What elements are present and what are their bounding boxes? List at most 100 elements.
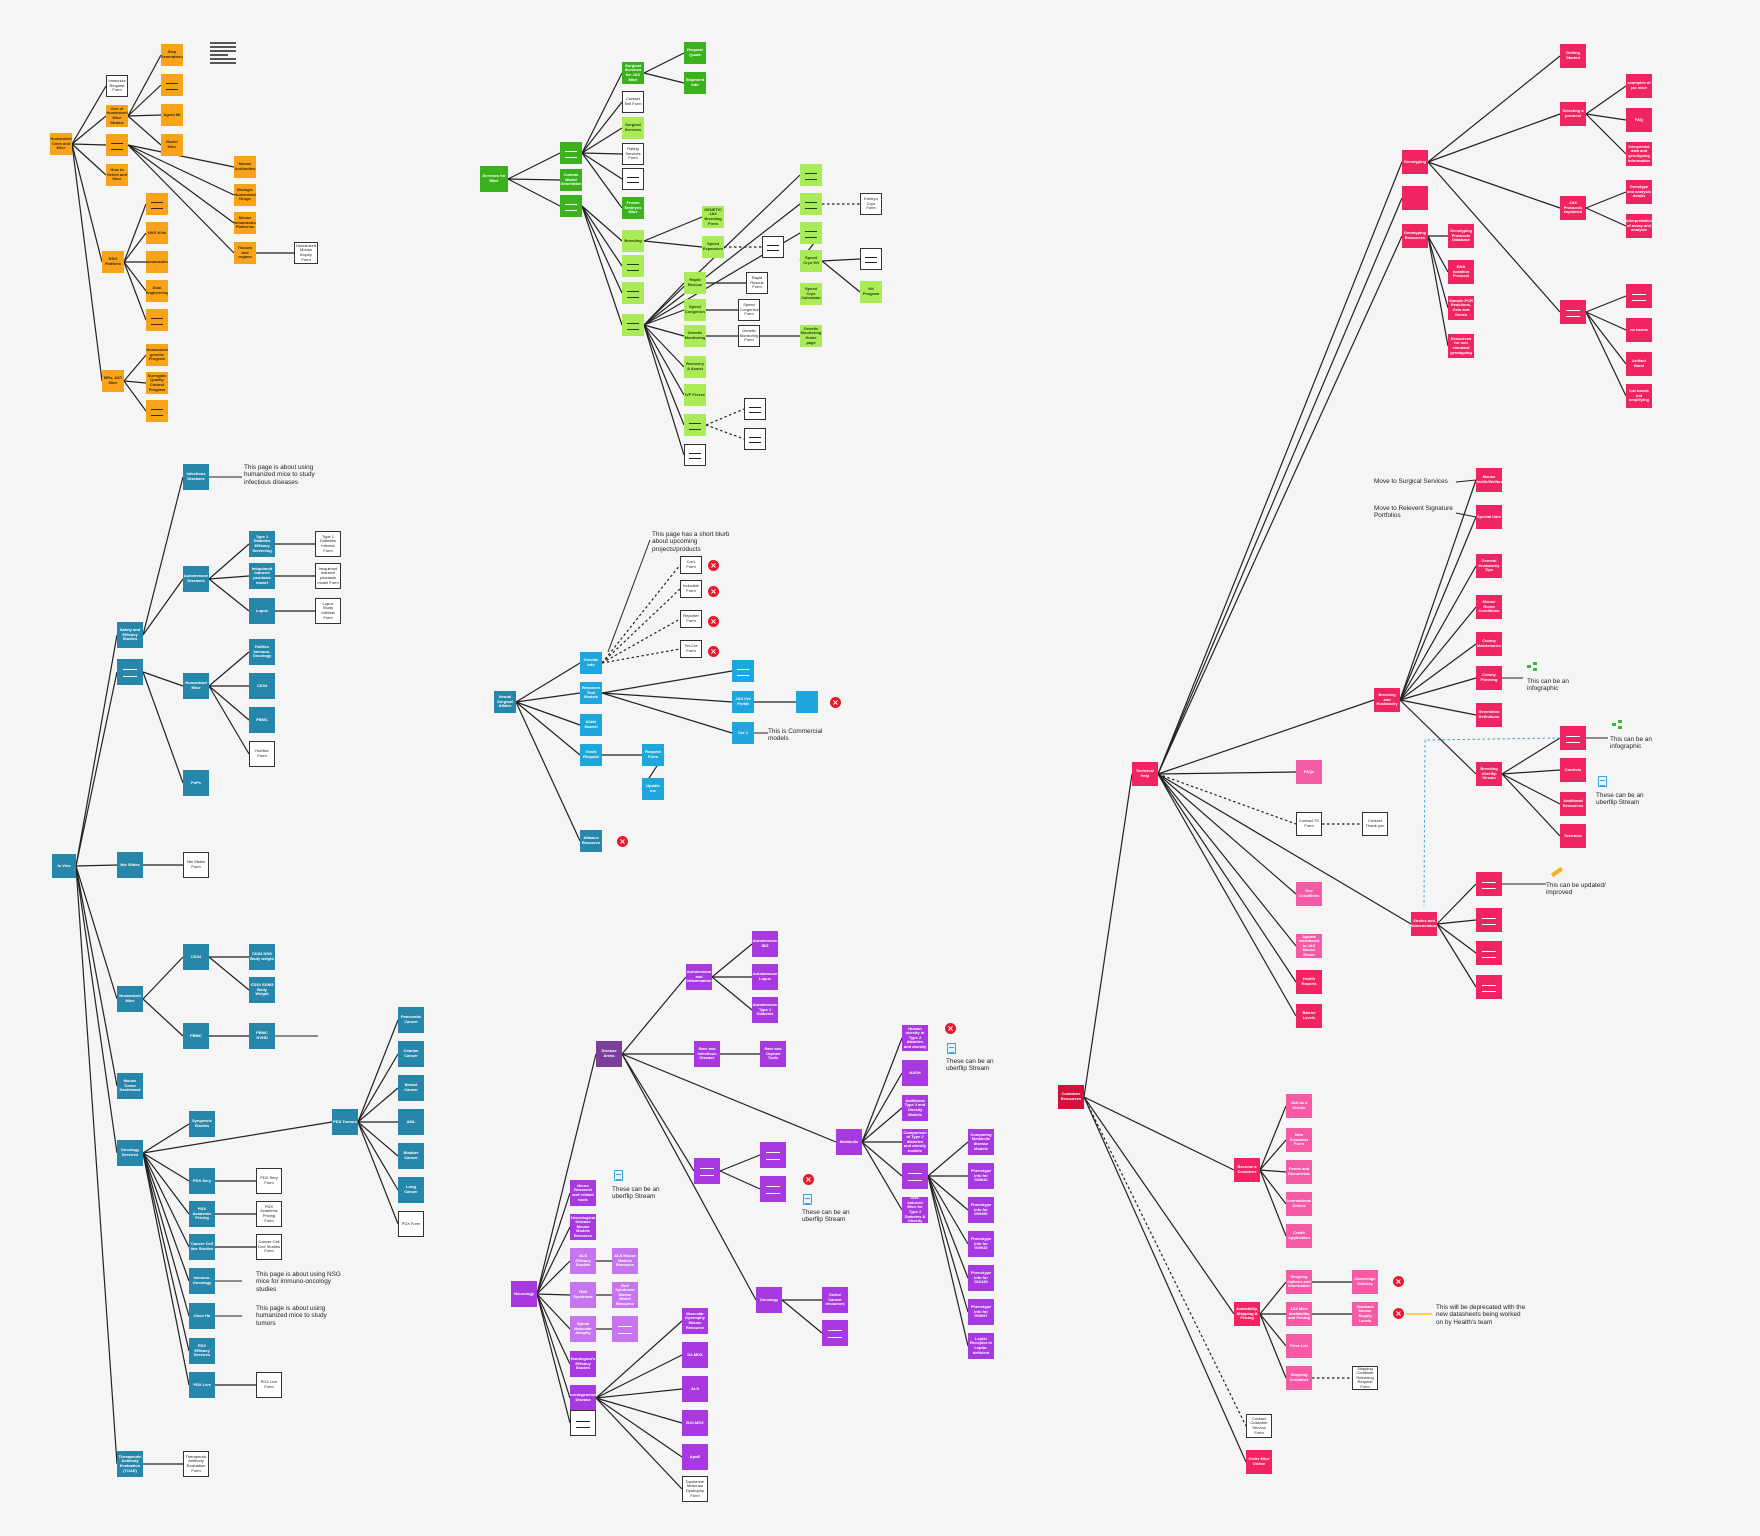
node-lpink-forms[interactable]: Forms and Documents [1286, 1160, 1312, 1184]
node-orange-ntm[interactable]: Mouse Humanization Platforms [234, 212, 256, 234]
node-teal-autoimmune[interactable]: Autoimmune Diseases [183, 566, 209, 592]
node-green-kit[interactable]: Kit Program [860, 281, 882, 303]
node-teal-humanized[interactable]: Humanized Mice [183, 673, 209, 699]
node-pink-qc-bands[interactable]: no bands [1626, 318, 1652, 342]
node-green-l11[interactable] [684, 444, 706, 466]
node-orange-o2[interactable] [161, 74, 183, 96]
node-teal-syngeneic[interactable]: Syngeneic Studies [189, 1111, 215, 1137]
node-orange-mrs-lab[interactable]: MRs, AST Mice [102, 370, 124, 392]
node-teal-oncology[interactable]: Oncology Services [117, 1140, 143, 1166]
node-teal-cd34[interactable]: CD34 [183, 944, 209, 970]
node-lpink-standard-supply[interactable]: Standard Mouse Supply Levels [1352, 1302, 1378, 1326]
node-pink-colony-planning[interactable]: Colony Planning [1476, 666, 1502, 690]
node-orange-humanized-mice[interactable]: Humanization [146, 251, 168, 273]
node-green-ship[interactable]: Shipment Info [684, 72, 706, 94]
node-pink-genotyping-resources[interactable]: Genotyping Resources [1402, 224, 1428, 248]
node-teal-imiquimod[interactable]: Imiquimod induced psoriasis model [249, 563, 275, 589]
node-orange-nsg-kills[interactable]: NSG Kills [146, 222, 168, 244]
node-orange-biologic[interactable]: Biologic Humanized Drugs [234, 184, 256, 206]
node-orange-surrogate[interactable]: Surrogate Quality Control Program [146, 372, 168, 394]
node-green-ivf[interactable]: IVF Freeze [684, 384, 706, 406]
node-purple-leptin[interactable]: Leptin Receptor in Leptin-deficient [968, 1333, 994, 1359]
node-purple-sma[interactable]: Spinal Muscular Atrophy [570, 1316, 596, 1342]
node-teal-pdx-efficacy[interactable]: PDX Efficacy Services [189, 1338, 215, 1364]
node-purple-nash[interactable]: NASH [902, 1060, 928, 1086]
node-green-cryo[interactable]: Frozen Embryos Mice [622, 197, 644, 219]
node-pink-interpretation[interactable]: Interpretation of assay and analysis [1626, 214, 1652, 238]
node-purple-autoimmune[interactable]: Autoimmune and Inflammation [686, 964, 712, 990]
node-purple-neuro-ad[interactable]: Neuro Research and related tools [570, 1180, 596, 1206]
node-purple-duchenne[interactable]: Duchenne Muscular Dystrophy Form [682, 1476, 708, 1502]
node-teal-therapeutic[interactable]: Therapeutic Antibody Evaluation (TOAE) [117, 1451, 143, 1477]
node-lpink-international[interactable]: International Orders [1286, 1192, 1312, 1216]
node-purple-rare[interactable]: Rare and Infectious Disease [694, 1041, 720, 1067]
node-green-l4[interactable] [622, 314, 644, 336]
node-pink-s1[interactable] [1476, 872, 1502, 896]
node-cyan-grant[interactable]: Grant Request [580, 744, 602, 766]
node-pink-examples[interactable]: examples of jax mice [1626, 74, 1652, 98]
node-teal-imiquimod-form[interactable]: Imiquimod induced psoriasis model Form [315, 563, 341, 589]
node-teal-root[interactable]: In Vivo [52, 854, 76, 878]
node-pink-genotype-assay[interactable]: Genotype and analysis details [1626, 180, 1652, 204]
node-orange-dual[interactable]: Dual Engineering [146, 280, 168, 302]
node-cyan-update2[interactable] [796, 691, 818, 713]
node-cyan-root[interactable]: Neural Surgical Affairs [494, 691, 516, 713]
node-pink-jax-protocols[interactable]: JAX Protocols explained [1560, 196, 1586, 220]
node-teal-therapeutic-form[interactable]: Therapeutic Antibody Evaluation Form [183, 1451, 209, 1477]
node-teal-humanized2[interactable]: Humanized Mice [117, 986, 143, 1012]
node-purple-online[interactable]: Online Cancer resources [822, 1287, 848, 1313]
node-teal-pdx-form[interactable]: PDX Form [398, 1211, 424, 1237]
node-purple-ad[interactable]: Autoimmune IBD [752, 931, 778, 957]
node-purple-muscular[interactable]: Muscular Dystrophy Mouse Resource [682, 1308, 708, 1334]
node-orange-g5[interactable] [146, 309, 168, 331]
node-pink-low-bands[interactable]: low bands not amplifying [1626, 384, 1652, 408]
node-green-r1[interactable] [800, 164, 822, 186]
node-cyan-cre-1[interactable]: Cre 1 [732, 722, 754, 744]
node-green-root[interactable]: Services for Mice [480, 166, 508, 192]
node-teal-cancer-cell[interactable]: Cancer Cell line Studies [189, 1234, 215, 1260]
node-cyan-form-b[interactable]: Inducible Form [680, 580, 702, 598]
node-green-genetic-form[interactable]: Genetic Monitoring Form [738, 325, 760, 347]
node-cyan-form-c[interactable]: Reporter Form [680, 610, 702, 628]
node-pink-s4[interactable] [1476, 975, 1502, 999]
node-pink-sample-pcr[interactable]: Sample PCR Reactions, Gels and Genes [1448, 296, 1474, 320]
node-green-w2[interactable] [744, 428, 766, 450]
node-purple-pheno-b[interactable]: Phenotype info for 009496 [968, 1197, 994, 1223]
node-pink-breeding-uberflip[interactable]: Breeding Uberflip Stream [1476, 762, 1502, 786]
node-teal-pbmc-gvhd[interactable]: PBMC GVHD [249, 1023, 275, 1049]
node-green-rec[interactable]: Recovery & Assist [684, 356, 706, 378]
node-orange-agent-mt[interactable]: Agent Mt [161, 104, 183, 126]
node-green-rapid-form[interactable]: Rapid Rescue Form [746, 272, 768, 294]
node-pink-qc1[interactable] [1626, 284, 1652, 308]
node-green-g1[interactable] [560, 142, 582, 164]
node-green-r2[interactable] [800, 193, 822, 215]
node-pink-faqs[interactable]: FAQs [1296, 760, 1322, 784]
node-teal-cd34-nsg[interactable]: CD34 NSG Body weight [249, 944, 275, 970]
node-pink-use-conditions[interactable]: Use Conditions [1296, 882, 1322, 906]
node-purple-d2-mdx[interactable]: D2-MDX [682, 1342, 708, 1368]
node-green-speed-form[interactable]: Speed Congenics Form [738, 299, 760, 321]
node-pink-mouse-health[interactable]: Mouse Health/Welfare [1476, 468, 1502, 492]
node-purple-bl6-mdx[interactable]: B10-MDX [682, 1410, 708, 1436]
node-cyan-genetic[interactable]: Genetic Info [580, 652, 602, 674]
node-green-surg-services[interactable]: Surgical Services [622, 117, 644, 139]
node-green-rapid[interactable]: Rapid Rescue [684, 272, 706, 294]
node-orange-mid[interactable] [106, 134, 128, 156]
node-pink-s3[interactable] [1476, 941, 1502, 965]
node-purple-pheno-e[interactable]: Phenotype info for 000697 [968, 1299, 994, 1325]
node-pink-mouse-room[interactable]: Mouse Room Conditions [1476, 595, 1502, 619]
node-teal-pdx-live-form[interactable]: PDX Live Form [256, 1372, 282, 1398]
node-lpink-new-customer[interactable]: New Customer Form [1286, 1128, 1312, 1152]
node-purple-rett[interactable]: Rett Syndrome [570, 1282, 596, 1308]
node-purple-neurodegen[interactable]: Neurodegenerative Disease [570, 1385, 596, 1411]
node-purple-comparison[interactable]: Comparison of Type 2 diabetes and obesit… [902, 1129, 928, 1155]
node-pink-generation[interactable]: Generation Definitions [1476, 703, 1502, 727]
node-orange-hmice[interactable]: Gen of Humanized Mice Strains [106, 105, 128, 127]
node-teal-pdx-academic-form[interactable]: PDX Academic Pricing Form [256, 1201, 282, 1227]
node-teal-lung[interactable]: Lung Cancer [398, 1177, 424, 1203]
node-teal-lupus-form[interactable]: Lupus Study Interest Form [315, 598, 341, 624]
node-lpink-shipping-options[interactable]: Shipping Options and Information [1286, 1270, 1312, 1294]
node-cyan-request[interactable]: Request Form [642, 744, 664, 766]
node-lpink-price-list[interactable]: Price List [1286, 1334, 1312, 1358]
node-pink-breeding-husbandry[interactable]: Breeding and Husbandry [1374, 688, 1400, 712]
